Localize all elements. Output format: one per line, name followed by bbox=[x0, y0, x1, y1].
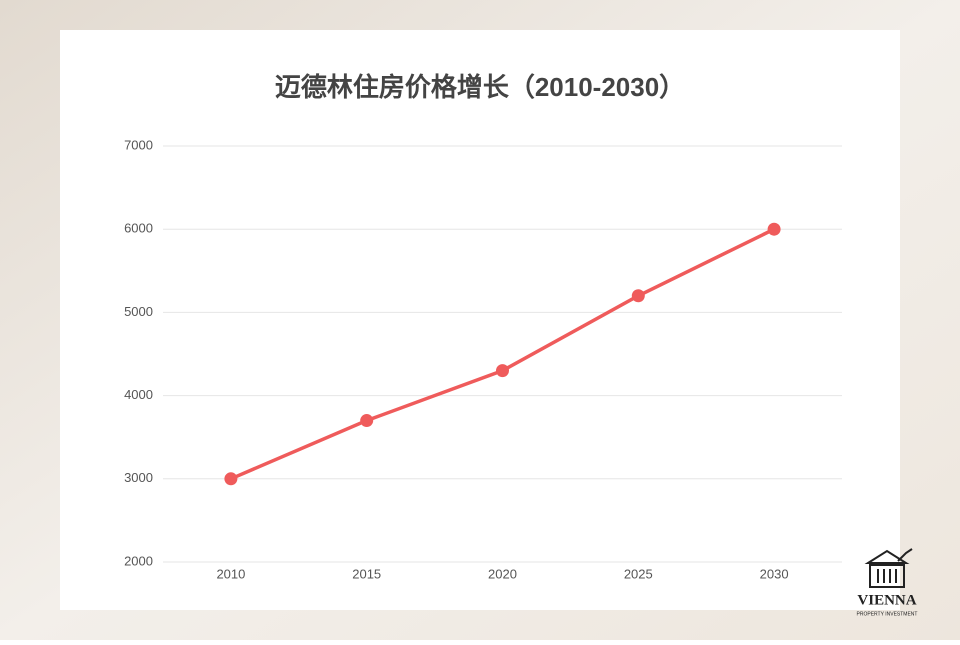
x-tick-label: 2010 bbox=[216, 566, 245, 581]
logo-building bbox=[869, 564, 905, 588]
chart-title: 迈德林住房价格增长（2010-2030） bbox=[275, 72, 685, 102]
y-tick-label: 5000 bbox=[124, 304, 153, 319]
point bbox=[631, 289, 645, 303]
x-tick-label: 2015 bbox=[352, 566, 381, 581]
y-tick-label: 4000 bbox=[124, 387, 153, 402]
point bbox=[496, 364, 509, 378]
y-tick-label: 7000 bbox=[124, 137, 153, 152]
x-tick-label: 2020 bbox=[488, 566, 517, 581]
logo-tagline: PROPERTY INVESTMENT bbox=[857, 611, 918, 617]
y-tick-label: 6000 bbox=[124, 221, 153, 236]
logo-arrow bbox=[897, 548, 913, 562]
y-tick-label: 2000 bbox=[124, 553, 153, 568]
x-tick-label: 2030 bbox=[760, 566, 789, 581]
x-tick-label: 2025 bbox=[624, 566, 653, 581]
point bbox=[224, 472, 238, 486]
point bbox=[360, 414, 374, 428]
point bbox=[767, 222, 781, 236]
logo-name: VIENNA bbox=[857, 592, 916, 608]
logo-roof bbox=[864, 549, 910, 564]
logo bbox=[864, 548, 913, 588]
y-tick-label: 3000 bbox=[124, 470, 153, 485]
card bbox=[60, 30, 900, 610]
